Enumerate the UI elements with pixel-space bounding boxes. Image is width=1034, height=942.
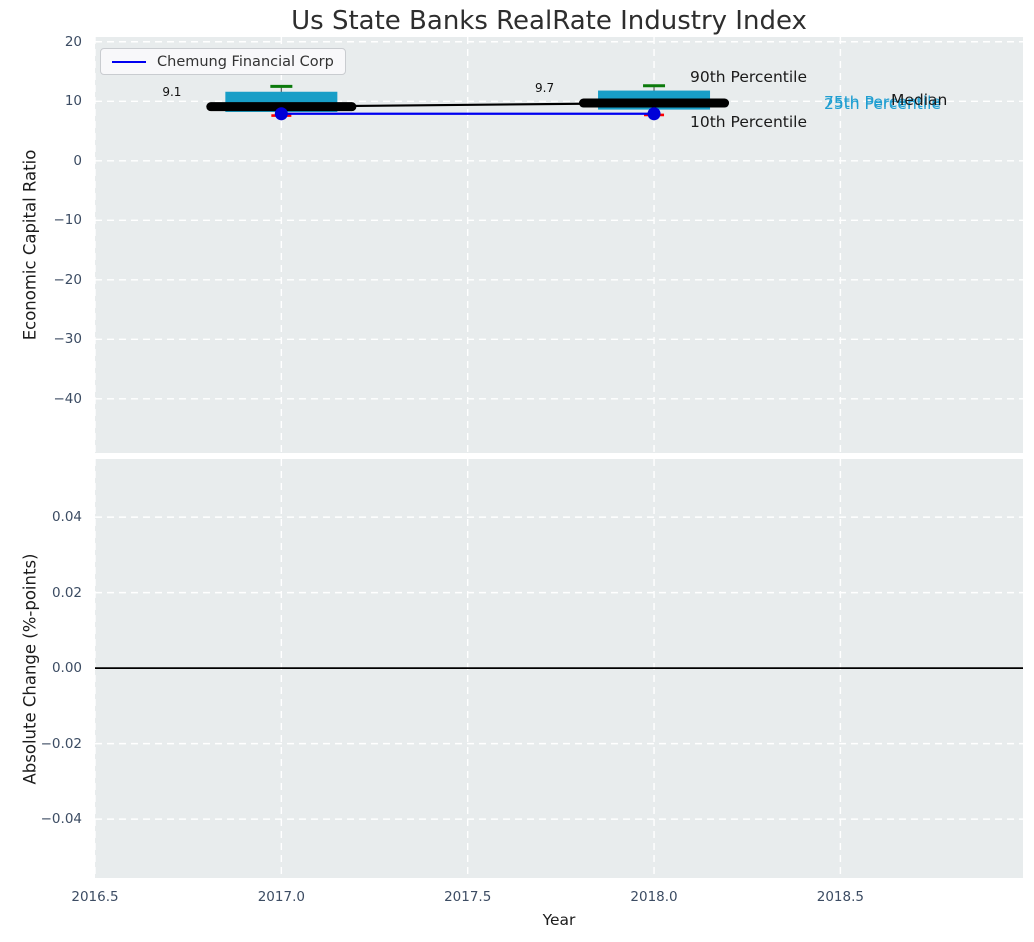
- y-tick-label: −0.02: [40, 735, 82, 752]
- chart-title: Us State Banks RealRate Industry Index: [291, 6, 807, 36]
- y-tick-label: −40: [53, 390, 83, 407]
- annotation-median: Median: [891, 91, 948, 109]
- company-dot: [647, 107, 661, 121]
- x-tick-label: 2018.0: [630, 889, 678, 905]
- y-axis-label-top: Economic Capital Ratio: [20, 149, 40, 341]
- median-value-label: 9.7: [535, 81, 555, 96]
- y-tick-label: 0.02: [51, 584, 82, 601]
- company-dot: [274, 107, 288, 121]
- annotation-90th-percentile: 90th Percentile: [690, 68, 808, 86]
- median-value-label: 9.1: [162, 84, 182, 99]
- x-axis-label: Year: [542, 911, 576, 929]
- x-tick-label: 2017.5: [444, 889, 492, 905]
- y-tick-label: −10: [53, 212, 83, 229]
- legend-label: Chemung Financial Corp: [157, 53, 334, 70]
- annotation-10th-percentile: 10th Percentile: [690, 113, 808, 131]
- annotation-25th-percentile: 25th Percentile: [824, 95, 942, 113]
- x-tick-label: 2017.0: [257, 889, 305, 905]
- annotation-75th-percentile: 75th Percentile: [824, 93, 942, 111]
- y-tick-label: 0.04: [51, 509, 82, 526]
- legend-line-sample: [112, 60, 146, 63]
- y-tick-label: −30: [53, 331, 83, 348]
- y-tick-label: 0.00: [51, 660, 82, 677]
- x-tick-label: 2016.5: [71, 889, 119, 905]
- y-tick-label: 0: [73, 152, 82, 169]
- legend: Chemung Financial Corp: [100, 48, 346, 75]
- y-tick-label: 10: [64, 93, 82, 110]
- x-tick-label: 2018.5: [816, 889, 864, 905]
- y-tick-label: −20: [53, 271, 83, 288]
- y-tick-label: 20: [64, 33, 82, 50]
- y-tick-label: −0.04: [40, 811, 82, 828]
